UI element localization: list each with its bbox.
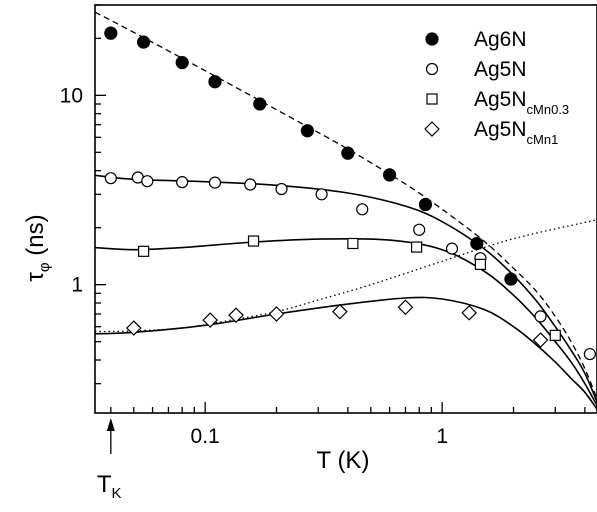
legend-marker-1 xyxy=(425,32,439,46)
data-point-series-4 xyxy=(331,303,348,320)
data-point-series-3 xyxy=(474,258,487,270)
legend-marker-3 xyxy=(426,93,438,105)
tk-label-main: T xyxy=(97,471,112,498)
data-point-series-1 xyxy=(175,55,189,70)
legend-label-main: Ag5N xyxy=(474,118,527,141)
legend-label-main: Ag5N xyxy=(474,88,527,111)
data-point-series-4 xyxy=(125,320,142,336)
data-point-series-4 xyxy=(202,312,219,328)
tk-label-sub: K xyxy=(111,485,121,502)
data-point-series-3 xyxy=(410,241,423,253)
data-point-series-1 xyxy=(470,236,484,251)
data-point-series-1 xyxy=(137,35,151,49)
legend-label-3: Ag5NcMn0.3 xyxy=(474,88,569,117)
data-point-series-1 xyxy=(253,97,267,111)
data-point-series-2 xyxy=(356,203,369,216)
data-point-series-2 xyxy=(275,182,288,196)
legend-label-sub: cMn0.3 xyxy=(527,102,570,117)
data-point-series-2 xyxy=(244,178,257,191)
data-point-series-2 xyxy=(445,242,459,255)
legend-marker-2 xyxy=(425,62,439,76)
data-point-series-3 xyxy=(347,237,359,250)
data-point-series-3 xyxy=(549,329,561,341)
legend-label-4: Ag5NcMn1 xyxy=(474,118,558,147)
data-point-series-4 xyxy=(461,304,478,321)
data-point-series-2 xyxy=(104,172,117,185)
data-point-series-1 xyxy=(418,197,433,212)
data-point-series-2 xyxy=(176,176,189,189)
kondo-temperature-annotation: TK xyxy=(97,418,122,502)
y-axis-label-main: τ xyxy=(22,272,49,282)
fit-curve xyxy=(94,174,597,403)
data-point-series-2 xyxy=(583,347,596,361)
data-point-series-1 xyxy=(504,272,518,286)
x-tick-label: 1 xyxy=(436,425,448,448)
data-point-series-2 xyxy=(208,176,222,189)
data-point-series-3 xyxy=(138,245,150,257)
legend-label-sub: cMn1 xyxy=(527,132,559,147)
legend-label-main: Ag6N xyxy=(474,28,527,51)
data-point-series-2 xyxy=(141,175,154,188)
tk-label: TK xyxy=(97,471,122,502)
fit-curves xyxy=(94,11,597,410)
data-point-series-1 xyxy=(104,26,118,40)
data-point-series-4 xyxy=(532,332,549,348)
y-axis-label-unit: (ns) xyxy=(22,214,49,262)
data-point-series-4 xyxy=(228,307,244,324)
data-point-series-4 xyxy=(397,299,414,316)
fit-curve xyxy=(94,237,597,406)
y-tick-label: 10 xyxy=(60,84,83,107)
x-tick-label: 0.1 xyxy=(191,425,220,448)
data-point-series-1 xyxy=(300,124,314,138)
data-point-series-1 xyxy=(382,168,397,182)
x-axis-label: T (K) xyxy=(317,447,370,474)
data-points xyxy=(104,26,596,361)
data-point-series-2 xyxy=(534,310,547,323)
data-point-series-1 xyxy=(208,75,222,89)
tk-arrow-head xyxy=(106,418,115,431)
y-axis-label: τφ (ns) xyxy=(22,214,53,281)
data-point-series-1 xyxy=(341,146,355,160)
fit-curve xyxy=(94,296,597,410)
legend-label-main: Ag5N xyxy=(474,58,527,81)
legend-label-1: Ag6N xyxy=(474,28,527,51)
legend-marker-4 xyxy=(424,121,440,137)
plot-frame xyxy=(94,4,597,414)
data-point-series-3 xyxy=(247,235,260,247)
data-point-series-4 xyxy=(268,306,285,322)
axis-ticks: 0.1 1 1 10 xyxy=(60,4,586,448)
y-axis-label-sub: φ xyxy=(36,262,53,272)
legend-label-2: Ag5N xyxy=(474,58,527,81)
y-tick-label: 1 xyxy=(71,274,83,297)
data-point-series-2 xyxy=(413,223,426,236)
dashed-curve-ag6n xyxy=(94,11,597,399)
data-point-series-2 xyxy=(315,188,328,201)
